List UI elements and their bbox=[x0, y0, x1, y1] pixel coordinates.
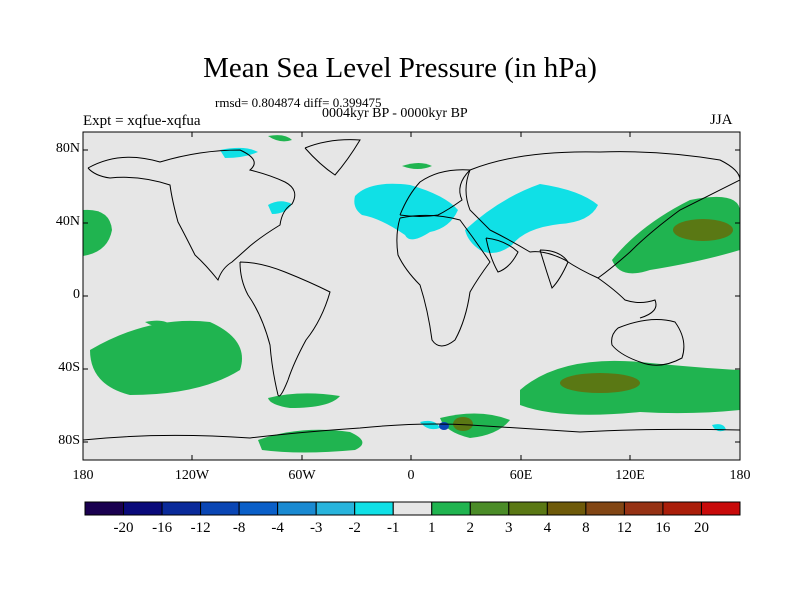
coast-southeast-asia bbox=[597, 277, 657, 319]
colorbar-swatch bbox=[238, 501, 279, 516]
colorbar-label: 2 bbox=[466, 520, 475, 536]
strong-negative-centers bbox=[439, 422, 449, 430]
pos-region-s-atlantic bbox=[268, 393, 340, 408]
colorbar-swatch bbox=[277, 501, 317, 516]
lon-label-60e: 60E bbox=[509, 468, 533, 483]
neg-region-antarctic-west bbox=[420, 420, 440, 430]
colorbar-label: 3 bbox=[505, 520, 513, 536]
colorbar-swatch bbox=[585, 501, 625, 516]
neg-region-central-asia bbox=[465, 184, 598, 254]
pos-region-n-atlantic-spot bbox=[402, 163, 432, 169]
colorbar bbox=[84, 501, 741, 516]
colorbar-label: -3 bbox=[309, 520, 323, 536]
colorbar-label: -2 bbox=[348, 520, 361, 536]
colorbar-label: -8 bbox=[232, 520, 246, 536]
colorbar-label: -4 bbox=[271, 520, 284, 536]
coast-arabia bbox=[485, 237, 519, 273]
colorbar-swatch bbox=[84, 501, 125, 516]
lat-label-80n: 80N bbox=[55, 141, 80, 156]
colorbar-label: 20 bbox=[694, 520, 709, 536]
coast-asia bbox=[465, 151, 741, 279]
colorbar-label: 8 bbox=[582, 520, 590, 536]
colorbar-swatch bbox=[354, 501, 394, 516]
coast-antarctica bbox=[82, 423, 741, 441]
neg-region-east-n-america bbox=[268, 201, 292, 214]
rmsd-diff-stats: rmsd= 0.804874 diff= 0.399475 bbox=[215, 95, 382, 110]
coast-india bbox=[539, 249, 569, 289]
colorbar-label: 12 bbox=[616, 520, 632, 536]
colorbar-swatch bbox=[623, 501, 664, 516]
pos-region-s-pacific bbox=[90, 320, 242, 395]
neg-region-europe-atlantic bbox=[354, 183, 458, 240]
lon-label-120w: 120W bbox=[174, 468, 210, 483]
lat-label-0: 0 bbox=[73, 287, 80, 302]
pos-center-indian-ocean bbox=[560, 373, 640, 393]
lon-label-120e: 120E bbox=[615, 468, 645, 483]
coast-greenland bbox=[304, 139, 361, 176]
colorbar-label: -16 bbox=[152, 520, 173, 536]
colorbar-label: 16 bbox=[655, 520, 671, 536]
pos-center-nw-pacific bbox=[673, 219, 733, 241]
pos-region-s-pacific-spot bbox=[145, 320, 172, 328]
colorbar-swatch bbox=[508, 501, 548, 516]
experiment-label: Expt = xqfue-xqfua bbox=[83, 113, 201, 129]
colorbar-swatch bbox=[161, 501, 202, 516]
colorbar-swatch bbox=[200, 501, 240, 516]
chart-title: Mean Sea Level Pressure (in hPa) bbox=[203, 52, 597, 84]
coast-north-america bbox=[87, 149, 296, 282]
pos-region-antarctic-atlantic bbox=[258, 429, 363, 453]
lat-label-80s: 80S bbox=[58, 433, 80, 448]
colorbar-label: -1 bbox=[386, 520, 400, 536]
lat-ticks bbox=[83, 149, 740, 443]
colorbar-swatch bbox=[431, 501, 471, 516]
colorbar-swatch bbox=[469, 501, 510, 516]
colorbar-swatch bbox=[700, 501, 741, 516]
neg-center-antarctic bbox=[439, 422, 449, 430]
lon-label-180w: 180 bbox=[72, 468, 94, 483]
colorbar-label: 1 bbox=[428, 520, 436, 536]
pos-region-w-pacific-n bbox=[83, 209, 112, 256]
colorbar-label: -12 bbox=[190, 520, 211, 536]
pos-center-antarctic bbox=[453, 417, 473, 431]
lat-label-40s: 40S bbox=[58, 360, 80, 375]
coast-south-america bbox=[239, 261, 331, 397]
colorbar-label: 4 bbox=[543, 520, 552, 536]
pos-region-north-spot bbox=[268, 135, 292, 142]
colorbar-swatch bbox=[392, 501, 433, 516]
lat-label-40n: 40N bbox=[55, 214, 80, 229]
lon-label-0: 0 bbox=[407, 468, 415, 483]
coast-australia bbox=[611, 319, 685, 366]
strong-positive-centers bbox=[453, 219, 733, 431]
lon-ticks bbox=[191, 132, 631, 460]
lon-label-180e: 180 bbox=[729, 468, 751, 483]
season-label: JJA bbox=[710, 112, 733, 128]
colorbar-swatch bbox=[123, 501, 163, 516]
time-period: 0004kyr BP - 0000kyr BP bbox=[322, 106, 468, 121]
pos-region-nw-pacific bbox=[612, 196, 740, 274]
colorbar-swatch bbox=[315, 501, 356, 516]
colorbar-label: -20 bbox=[113, 520, 134, 536]
coastlines bbox=[82, 139, 741, 441]
colorbar-swatch bbox=[662, 501, 702, 516]
coast-africa bbox=[396, 214, 491, 347]
lon-label-60w: 60W bbox=[288, 468, 316, 483]
colorbar-swatch bbox=[546, 501, 587, 516]
